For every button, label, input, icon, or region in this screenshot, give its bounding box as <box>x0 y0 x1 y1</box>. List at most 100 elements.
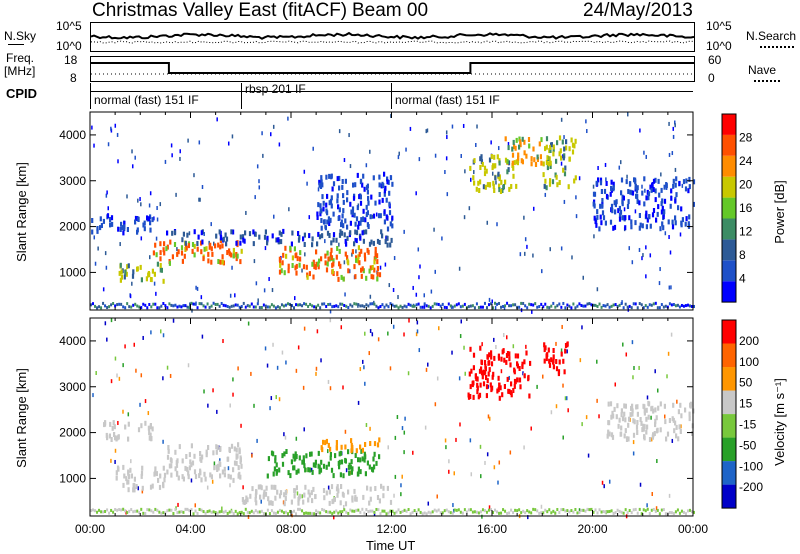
ground-scatter-cell <box>228 305 231 309</box>
ground-scatter-cell <box>174 508 177 512</box>
speckle-cell <box>144 399 147 404</box>
speckle-cell <box>416 329 419 334</box>
ground-scatter-cell <box>483 301 486 305</box>
echo-cell <box>566 342 569 348</box>
echo-cell <box>360 267 363 273</box>
echo-cell <box>322 463 326 469</box>
echo-cell <box>347 464 350 470</box>
echo-cell <box>292 453 295 459</box>
speckle-cell <box>287 116 289 121</box>
echo-cell <box>516 377 519 383</box>
echo-cell <box>357 220 361 226</box>
echo-cell <box>611 410 614 416</box>
ground-scatter-cell <box>638 302 641 306</box>
speckle-cell <box>306 181 308 186</box>
ground-scatter-cell <box>626 511 629 515</box>
echo-cell <box>509 362 512 368</box>
echo-cell <box>330 173 333 179</box>
echo-cell <box>361 456 364 462</box>
noise-sky-legend-line <box>8 44 24 45</box>
ground-scatter-cell <box>598 302 601 306</box>
echo-cell <box>362 229 365 235</box>
speckle-cell <box>397 295 399 300</box>
speckle-cell <box>596 398 598 403</box>
echo-cell <box>267 456 270 462</box>
ground-scatter-cell <box>608 509 611 513</box>
echo-cell <box>216 445 219 451</box>
echo-cell <box>563 369 566 375</box>
echo-cell <box>643 176 646 182</box>
speckle-cell <box>668 493 671 498</box>
echo-cell <box>140 423 143 429</box>
echo-region-0 <box>103 420 154 442</box>
echo-cell <box>284 245 287 251</box>
ground-scatter-cell <box>401 305 404 309</box>
beam-label: Beam 00 <box>352 0 429 21</box>
echo-cell <box>369 441 372 446</box>
nave-label: Nave <box>748 63 777 77</box>
echo-cell <box>338 175 341 181</box>
ground-scatter-cell <box>92 508 95 512</box>
ground-scatter-cell <box>369 509 372 513</box>
echo-cell <box>110 215 114 221</box>
echo-cell <box>633 419 636 425</box>
echo-cell <box>298 234 301 240</box>
echo-region-1 <box>115 464 167 493</box>
echo-cell <box>515 137 518 143</box>
echo-cell <box>340 444 343 450</box>
colorbar-tick-label: -50 <box>739 438 757 452</box>
ground-scatter-cell <box>166 306 169 310</box>
echo-cell <box>691 431 694 436</box>
echo-cell <box>364 442 367 447</box>
ground-scatter-cell <box>365 508 368 512</box>
speckle-cell <box>104 321 107 326</box>
colorbar-tick-label: -15 <box>739 418 757 432</box>
echo-cell <box>518 366 521 371</box>
echo-cell <box>513 369 516 375</box>
echo-cell <box>482 184 485 190</box>
ground-scatter-cell <box>242 301 245 305</box>
echo-cell <box>280 268 283 274</box>
echo-cell <box>193 252 196 258</box>
echo-cell <box>215 233 218 239</box>
ground-scatter-cell <box>409 512 412 516</box>
echo-cell <box>565 145 568 151</box>
echo-cell <box>323 219 326 225</box>
echo-cell <box>248 231 252 237</box>
echo-cell <box>514 379 517 385</box>
speckle-cell <box>605 177 607 182</box>
ground-scatter-cell <box>429 306 432 310</box>
speckle-cell <box>445 156 448 161</box>
ground-scatter-cell <box>628 304 631 308</box>
ground-scatter-cell <box>351 509 354 513</box>
echo-cell <box>318 182 321 188</box>
speckle-cell <box>453 471 455 476</box>
echo-cell <box>295 469 298 475</box>
echo-cell <box>276 237 279 243</box>
ground-scatter-cell <box>425 512 428 516</box>
speckle-cell <box>571 255 573 260</box>
speckle-cell <box>94 261 97 266</box>
echo-cell <box>338 232 342 238</box>
echo-cell <box>527 374 530 380</box>
echo-cell <box>656 211 659 217</box>
echo-region-3 <box>166 228 393 248</box>
ground-scatter-cell <box>192 302 195 306</box>
echo-cell <box>96 228 99 234</box>
colorbar-swatch <box>722 197 736 219</box>
speckle-cell <box>627 112 629 117</box>
echo-cell <box>519 139 522 145</box>
ground-scatter-cell <box>660 508 663 512</box>
speckle-cell <box>149 191 152 196</box>
echo-cell <box>188 465 191 471</box>
ground-scatter-cell <box>367 304 370 308</box>
ground-scatter-cell <box>584 304 587 308</box>
echo-cell <box>677 205 680 211</box>
echo-cell <box>549 164 552 169</box>
velocity-panel: 40003000200010002001005015-15-50-100-200… <box>59 317 763 536</box>
echo-cell <box>361 230 364 236</box>
echo-cell <box>232 253 235 259</box>
echo-cell <box>671 416 674 422</box>
ground-scatter-cell <box>130 305 133 309</box>
echo-cell <box>548 148 551 154</box>
